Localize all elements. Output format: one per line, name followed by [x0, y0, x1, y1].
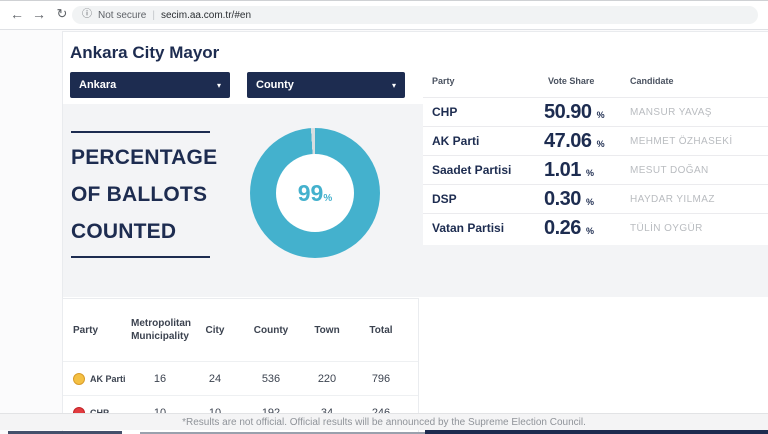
- vote-share: 50.90 %: [544, 100, 605, 123]
- address-bar[interactable]: ⓘ Not secure | secim.aa.com.tr/#en: [72, 6, 758, 24]
- party-name: CHP: [90, 408, 109, 418]
- table-row: DSP 0.30 % HAYDAR YILMAZ: [423, 184, 768, 213]
- candidate-name: MANSUR YAVAŞ: [630, 106, 712, 118]
- table-row: CHP 50.90 % MANSUR YAVAŞ: [423, 97, 768, 126]
- col-candidate: Candidate: [630, 75, 674, 86]
- total-count: 796: [371, 372, 391, 385]
- party-name: DSP: [432, 192, 457, 206]
- metropolitan-count: 16: [153, 372, 167, 385]
- level-dropdown-value: County: [256, 79, 294, 91]
- candidate-name: MEHMET ÖZHASEKİ: [630, 135, 733, 147]
- province-dropdown[interactable]: Ankara ▾: [70, 72, 230, 98]
- ballots-label-line2: OF BALLOTS: [71, 183, 208, 206]
- candidate-name: MESUT DOĞAN: [630, 164, 709, 176]
- party-name: AK Parti: [90, 373, 126, 384]
- url-divider: |: [152, 9, 155, 21]
- col-party: Party: [73, 324, 99, 336]
- donut-center: 99%: [276, 154, 354, 232]
- candidate-name: TÜLİN OYGÜR: [630, 222, 703, 234]
- table-row: AK Parti 47.06 % MEHMET ÖZHASEKİ: [423, 126, 768, 155]
- ak-parti-icon: [73, 372, 85, 385]
- col-county: County: [253, 324, 289, 336]
- back-icon[interactable]: ←: [10, 6, 24, 22]
- candidate-name: HAYDAR YILMAZ: [630, 193, 715, 205]
- vote-share: 0.26 %: [544, 216, 595, 239]
- reload-icon[interactable]: ↻: [56, 6, 68, 21]
- party-name: Vatan Partisi: [432, 221, 505, 235]
- rule-top: [71, 131, 210, 133]
- results-table: Party Vote Share Candidate CHP 50.90 % M…: [423, 64, 768, 245]
- table-row: Vatan Partisi 0.26 % TÜLİN OYGÜR: [423, 213, 768, 242]
- county-count: 536: [261, 372, 281, 385]
- results-disclaimer: *Results are not official. Official resu…: [0, 413, 768, 430]
- col-vote-share: Vote Share: [548, 75, 595, 86]
- bottom-edge-segment: [140, 432, 425, 434]
- results-table-header: Party Vote Share Candidate: [423, 64, 768, 97]
- municipality-table-header: Party Metropolitan Municipality City Cou…: [63, 299, 418, 361]
- party-name: Saadet Partisi: [432, 163, 512, 177]
- vote-share: 47.06 %: [544, 129, 605, 152]
- col-city: City: [205, 324, 225, 336]
- next-section-header-edge: [425, 430, 768, 434]
- col-party: Party: [432, 75, 455, 86]
- party-name: CHP: [432, 105, 458, 119]
- bottom-edge-segment: [8, 431, 122, 434]
- chevron-down-icon: ▾: [216, 80, 221, 90]
- ballots-percent-value: 99%: [297, 179, 333, 206]
- info-icon[interactable]: ⓘ: [82, 9, 92, 20]
- vote-share: 0.30 %: [544, 187, 595, 210]
- province-dropdown-value: Ankara: [79, 79, 117, 91]
- page-title: Ankara City Mayor: [70, 43, 220, 62]
- ballots-label-line3: COUNTED: [71, 220, 177, 243]
- rule-bottom: [71, 256, 210, 258]
- table-row: Saadet Partisi 1.01 % MESUT DOĞAN: [423, 155, 768, 184]
- party-cell: AK Parti: [73, 372, 131, 385]
- chevron-down-icon: ▾: [391, 80, 396, 90]
- ballots-donut-chart: 99%: [250, 128, 380, 258]
- forward-icon[interactable]: →: [32, 6, 46, 22]
- municipality-table: Party Metropolitan Municipality City Cou…: [62, 298, 419, 434]
- ballots-counted-label: PERCENTAGE OF BALLOTS COUNTED: [71, 131, 218, 258]
- ballots-label-line1: PERCENTAGE: [71, 146, 218, 169]
- col-town: Town: [314, 324, 340, 336]
- city-count: 24: [208, 372, 222, 385]
- vote-share: 1.01 %: [544, 158, 595, 181]
- col-total: Total: [369, 324, 393, 336]
- url-text: secim.aa.com.tr/#en: [160, 9, 252, 21]
- town-count: 220: [317, 372, 337, 385]
- security-status: Not secure: [98, 9, 147, 21]
- table-row: AK Parti 16 24 536 220 796: [63, 361, 418, 395]
- disclaimer-text: *Results are not official. Official resu…: [182, 416, 586, 428]
- party-name: AK Parti: [432, 134, 480, 148]
- level-dropdown[interactable]: County ▾: [247, 72, 405, 98]
- browser-toolbar: ← → ↻ ⓘ Not secure | secim.aa.com.tr/#en: [0, 1, 768, 30]
- col-metropolitan: Metropolitan Municipality: [131, 318, 191, 342]
